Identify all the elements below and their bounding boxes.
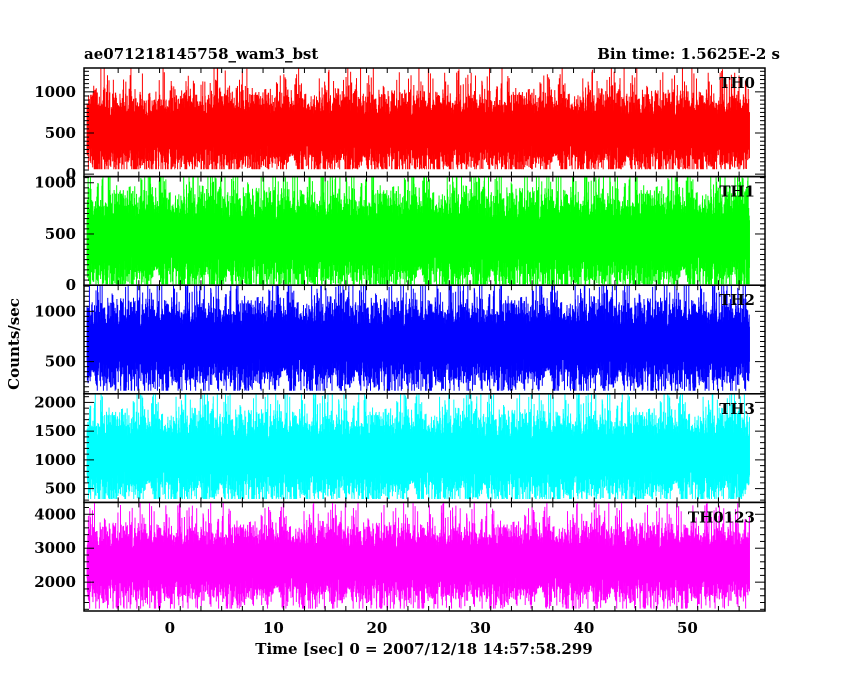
series-th0123 <box>86 502 750 609</box>
x-tick-label: 40 <box>573 619 594 637</box>
panels-group: 0 500 1000 TH0 0 500 1000 TH1 500 1000 TH2 500 1000 1… <box>34 67 766 612</box>
x-axis: 0 10 20 30 40 50 <box>165 619 698 637</box>
y-tick-label: 1000 <box>34 451 76 469</box>
panel-label: TH1 <box>719 183 755 201</box>
panel-th1: 0 500 1000 TH1 <box>34 174 766 294</box>
bin-time-label: Bin time: 1.5625E-2 s <box>597 45 780 63</box>
y-tick-label: 1000 <box>34 83 76 101</box>
panel-th0123: 2000 3000 4000 TH0123 <box>34 501 766 612</box>
y-tick-label: 0 <box>66 165 76 183</box>
series-th0 <box>86 68 750 170</box>
chart-title: ae071218145758_wam3_bst <box>84 45 318 63</box>
y-tick-label: 500 <box>45 353 76 371</box>
panel-label: TH3 <box>719 400 755 418</box>
y-tick-label: 2000 <box>34 573 76 591</box>
y-axis-label: Counts/sec <box>5 298 23 390</box>
y-tick-label: 4000 <box>34 505 76 523</box>
x-tick-label: 10 <box>263 619 284 637</box>
panel-frame <box>83 501 766 612</box>
series-th2 <box>86 285 750 391</box>
panel-th0: 0 500 1000 TH0 <box>34 67 766 183</box>
x-tick-label: 50 <box>677 619 698 637</box>
panel-th2: 500 1000 TH2 <box>34 284 766 395</box>
x-tick-label: 20 <box>366 619 387 637</box>
y-tick-label: 500 <box>45 124 76 142</box>
y-tick-label: 1500 <box>34 422 76 440</box>
x-tick-label: 30 <box>470 619 491 637</box>
y-tick-label: 0 <box>66 276 76 294</box>
y-tick-label: 1000 <box>34 174 76 192</box>
panel-label: TH0123 <box>688 508 755 526</box>
panel-label: TH0 <box>719 74 755 92</box>
x-axis-label: Time [sec] 0 = 2007/12/18 14:57:58.299 <box>255 640 592 658</box>
y-tick-label: 500 <box>45 480 76 498</box>
panel-label: TH2 <box>719 291 755 309</box>
series-th1 <box>86 176 750 285</box>
y-tick-label: 2000 <box>34 393 76 411</box>
y-tick-label: 1000 <box>34 302 76 320</box>
x-tick-label: 0 <box>165 619 175 637</box>
y-tick-label: 500 <box>45 225 76 243</box>
y-tick-label: 3000 <box>34 539 76 557</box>
series-th3 <box>86 393 750 499</box>
panel-th3: 500 1000 1500 2000 TH3 <box>34 393 766 504</box>
